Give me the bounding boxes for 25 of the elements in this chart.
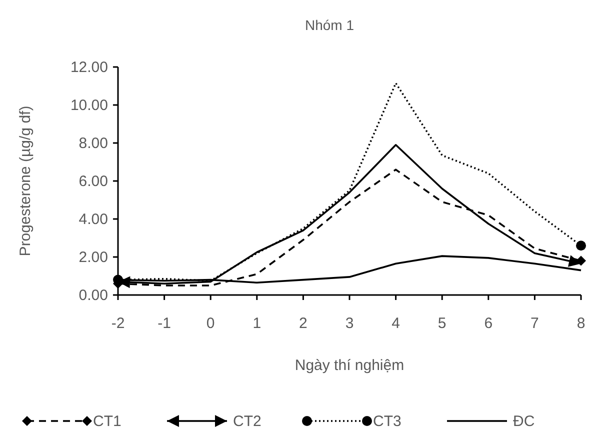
y-tick-label: 4.00 <box>78 211 108 228</box>
y-tick-label: 2.00 <box>78 249 108 266</box>
y-axis-title: Progesterone (µg/g df) <box>17 106 34 256</box>
legend-label: ĐC <box>513 413 535 430</box>
legend-label: CT1 <box>93 413 122 430</box>
x-tick-label: -1 <box>158 315 171 332</box>
x-tick-label: 4 <box>392 315 400 332</box>
y-tick-label: 12.00 <box>70 59 108 76</box>
x-tick-label: 2 <box>299 315 308 332</box>
x-tick-label: 6 <box>484 315 493 332</box>
x-tick-label: 3 <box>345 315 354 332</box>
legend-label: CT3 <box>373 413 402 430</box>
y-tick-label: 10.00 <box>70 97 108 114</box>
x-tick-label: 8 <box>576 315 586 332</box>
x-tick-label: 0 <box>206 315 215 332</box>
legend-label: CT2 <box>233 413 262 430</box>
x-tick-label: -2 <box>111 315 125 332</box>
x-tick-label: 5 <box>438 315 446 332</box>
y-tick-label: 6.00 <box>78 173 108 190</box>
x-tick-label: 7 <box>530 315 539 332</box>
y-tick-label: 0.00 <box>78 287 108 304</box>
x-axis-title: Ngày thí nghiệm <box>294 357 404 374</box>
y-tick-label: 8.00 <box>78 135 108 152</box>
x-tick-label: 1 <box>252 315 262 332</box>
chart-title: Nhóm 1 <box>304 17 354 33</box>
